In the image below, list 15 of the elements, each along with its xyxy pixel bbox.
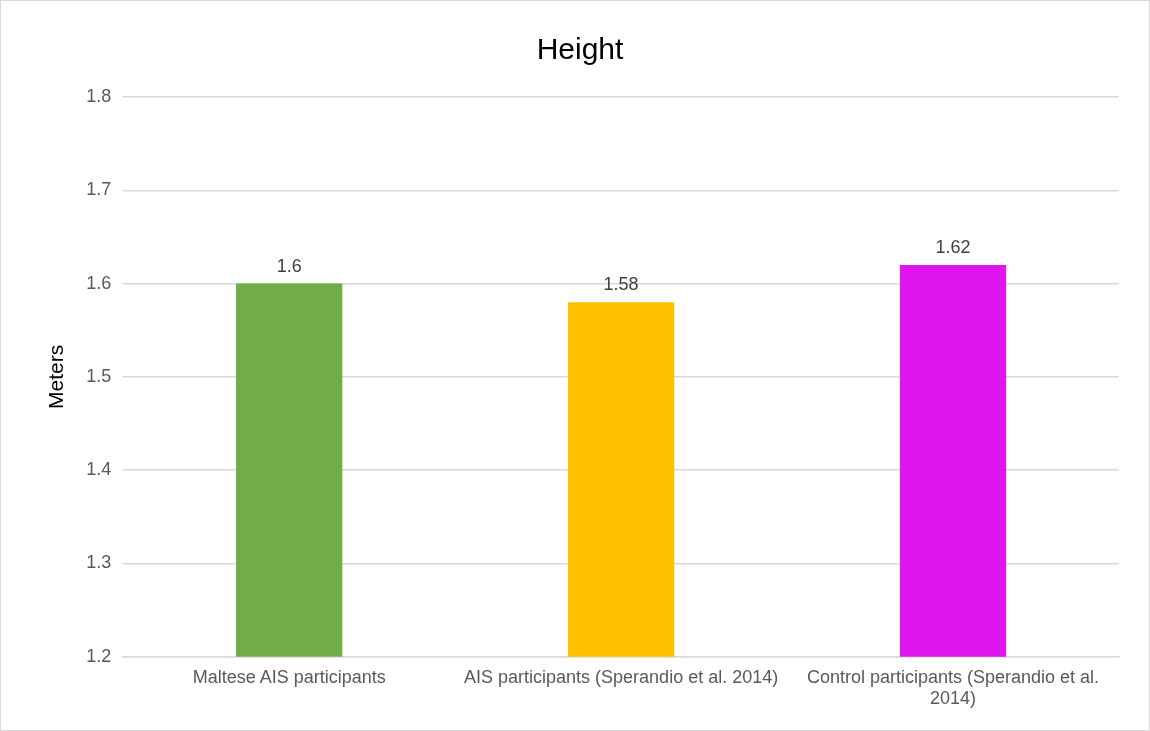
y-tick-label: 1.8	[86, 85, 112, 106]
x-tick-label: AIS participants (Sperandio et al. 2014)	[464, 666, 779, 687]
data-label: 1.58	[603, 274, 639, 295]
y-tick-label: 1.2	[86, 645, 112, 666]
x-tick-label: Control participants (Sperandio et al. 2014)	[806, 666, 1100, 709]
chart-title: Height	[536, 32, 625, 66]
y-tick-label: 1.7	[86, 179, 112, 200]
data-label: 1.6	[276, 255, 302, 276]
y-tick-label: 1.3	[86, 552, 112, 573]
data-label: 1.62	[935, 236, 971, 257]
y-tick-label: 1.6	[86, 272, 112, 293]
x-tick-label: Maltese AIS participants	[192, 666, 386, 687]
y-axis-title: Meters	[44, 344, 68, 409]
y-tick-label: 1.5	[86, 365, 112, 386]
y-tick-label: 1.4	[86, 459, 112, 480]
